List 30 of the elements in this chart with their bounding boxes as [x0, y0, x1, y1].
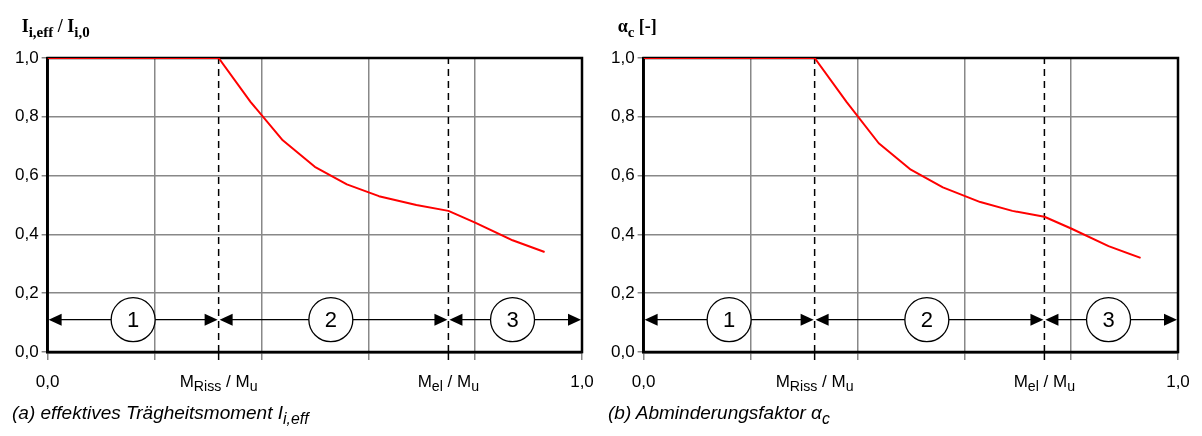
y-tick-label: 0,2: [14, 282, 39, 302]
ref-line-label: M$_{el}$ / M$_{u}$: [1013, 372, 1076, 395]
y-tick-label: 0,6: [610, 165, 635, 185]
annotation: 1: [127, 306, 140, 332]
x-tick-label: 0,0: [35, 372, 60, 392]
annotation: 3: [506, 306, 519, 332]
y-tick-label: 0,0: [610, 341, 635, 361]
y-tick-label: 0,0: [14, 341, 39, 361]
text: (b) Abminderungsfaktor α$_{c}$: [608, 402, 830, 428]
ref-line-label: M$_{el}$ / M$_{u}$: [417, 372, 480, 395]
text: (a) effektives Trägheitsmoment I$_{i,eff}$: [12, 402, 309, 428]
y-axis-title: I$_{i,eff}$ / I$_{i,0}$: [21, 16, 90, 41]
y-axis-title: α$_{c}$ [-]: [617, 16, 657, 41]
y-tick-label: 0,4: [610, 224, 635, 244]
y-tick-label: 1,0: [14, 47, 39, 67]
y-tick-label: 0,2: [610, 282, 635, 302]
y-tick-label: 0,6: [14, 165, 39, 185]
annotation: 3: [1102, 306, 1115, 332]
ref-line-label: M$_{Riss}$ / M$_{u}$: [775, 372, 854, 395]
y-tick-label: 0,8: [14, 106, 39, 126]
annotation: 2: [324, 306, 337, 332]
ref-line-label: M$_{Riss}$ / M$_{u}$: [179, 372, 258, 395]
x-tick-label: 1,0: [570, 372, 594, 392]
annotation: 2: [920, 306, 933, 332]
y-tick-label: 1,0: [610, 47, 635, 67]
y-tick-label: 0,8: [610, 106, 635, 126]
x-tick-label: 0,0: [631, 372, 656, 392]
y-tick-label: 0,4: [14, 224, 39, 244]
x-tick-label: 1,0: [1166, 372, 1190, 392]
annotation: 1: [723, 306, 736, 332]
